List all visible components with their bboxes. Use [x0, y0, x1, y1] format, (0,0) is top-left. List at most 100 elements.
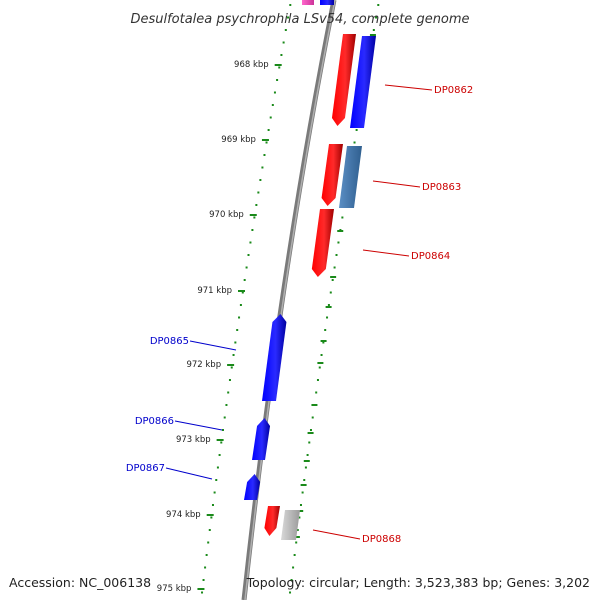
minor-tick-inner [221, 429, 224, 431]
map-title: Desulfotalea psychrophila LSv54, complet… [130, 12, 469, 27]
gene-label[interactable]: DP0867 [126, 463, 165, 474]
minor-tick-inner [259, 179, 262, 181]
mid-tick-outer [300, 484, 307, 486]
minor-tick-outer [320, 354, 323, 356]
feature-cds-partial [302, 0, 314, 5]
tick-label: 974 kbp [166, 510, 201, 520]
tick-label: 971 kbp [197, 286, 232, 296]
gene-label[interactable]: DP0862 [434, 85, 473, 96]
minor-tick-outer [309, 429, 312, 431]
minor-tick-inner [204, 566, 207, 569]
minor-tick-outer [308, 441, 311, 444]
minor-tick-inner [230, 366, 233, 369]
gene-leader-line [174, 420, 223, 431]
accession-label: Accession: NC_006138 [9, 575, 151, 590]
minor-tick-outer [292, 566, 295, 569]
minor-tick-inner [273, 91, 276, 94]
gene-label[interactable]: DP0866 [135, 416, 174, 427]
minor-tick-inner [261, 166, 264, 169]
minor-tick-inner [269, 116, 272, 119]
minor-tick-inner [227, 391, 230, 394]
mid-tick-outer [293, 536, 300, 538]
minor-tick-inner [278, 66, 281, 69]
feature-blast-hit [339, 146, 362, 208]
tick-label: 969 kbp [221, 135, 256, 145]
minor-tick-outer [290, 579, 293, 581]
feature-cds-forward [252, 418, 271, 460]
mid-tick-outer [325, 306, 332, 308]
minor-tick-inner [247, 254, 250, 256]
minor-tick-outer [299, 504, 302, 506]
major-tick [216, 439, 224, 441]
feature-cds-forward [244, 474, 261, 500]
feature-cds-forward [262, 314, 287, 401]
minor-tick-inner [245, 266, 248, 269]
minor-tick-outer [315, 391, 318, 394]
mid-tick-outer [320, 340, 327, 342]
minor-tick-inner [238, 316, 241, 319]
minor-tick-outer [289, 591, 292, 594]
feature-track [244, 0, 376, 540]
major-tick [249, 214, 257, 216]
mid-tick-outer [330, 276, 337, 278]
feature-cds-reverse [331, 34, 356, 126]
gene-label[interactable]: DP0863 [422, 182, 461, 193]
tick-label: 970 kbp [209, 210, 244, 220]
gene-label[interactable]: DP0864 [411, 251, 450, 262]
mid-tick-outer [307, 432, 314, 434]
minor-tick-outer [303, 479, 306, 481]
mid-tick-outer [297, 510, 304, 512]
minor-tick-inner [228, 379, 231, 381]
minor-tick-inner [215, 479, 218, 481]
minor-tick-inner [232, 354, 235, 356]
minor-tick-inner [251, 229, 254, 231]
minor-tick-outer [316, 379, 319, 381]
mid-tick-outer [303, 460, 310, 462]
minor-tick-inner [287, 16, 290, 19]
minor-tick-outer [295, 541, 298, 544]
minor-tick-outer [301, 491, 304, 494]
minor-tick-outer [331, 279, 334, 281]
gene-leader-line [312, 529, 361, 540]
minor-tick-outer [304, 466, 307, 469]
minor-tick-inner [201, 591, 204, 594]
minor-tick-inner [239, 304, 242, 306]
minor-tick-inner [253, 216, 256, 219]
minor-tick-outer [353, 141, 356, 144]
minor-tick-outer [322, 341, 325, 344]
minor-tick-inner [243, 279, 246, 281]
minor-tick-inner [223, 416, 226, 419]
gene-leader-line [372, 180, 421, 188]
gene-leader-line [189, 340, 237, 351]
minor-tick-inner [211, 504, 214, 506]
minor-tick-outer [311, 416, 314, 419]
major-tick [274, 64, 282, 66]
minor-tick-inner [271, 104, 274, 106]
feature-cds-reverse [321, 144, 343, 206]
mid-tick-outer [337, 230, 344, 232]
tick-label: 975 kbp [157, 584, 192, 594]
minor-tick-inner [207, 541, 210, 544]
minor-tick-inner [208, 529, 211, 531]
minor-tick-outer [326, 316, 329, 319]
minor-tick-outer [335, 254, 338, 256]
minor-tick-inner [265, 141, 268, 144]
tick-label: 973 kbp [176, 435, 211, 445]
minor-tick-inner [218, 454, 221, 456]
gene-label[interactable]: DP0865 [150, 336, 189, 347]
minor-tick-inner [216, 466, 219, 469]
feature-cds-reverse [264, 506, 280, 536]
minor-tick-outer [296, 529, 299, 531]
major-tick [206, 514, 214, 516]
minor-tick-inner [202, 579, 205, 581]
minor-tick-inner [276, 79, 279, 81]
mid-tick-outer [311, 404, 318, 406]
gene-label[interactable]: DP0868 [362, 534, 401, 545]
mid-tick-outer [369, 34, 376, 36]
minor-tick-outer [375, 16, 378, 19]
mid-tick-outer [317, 362, 324, 364]
minor-tick-outer [372, 29, 375, 31]
gene-leader-line [362, 249, 410, 257]
feature-cds-reverse [311, 209, 334, 277]
minor-tick-outer [337, 241, 340, 244]
